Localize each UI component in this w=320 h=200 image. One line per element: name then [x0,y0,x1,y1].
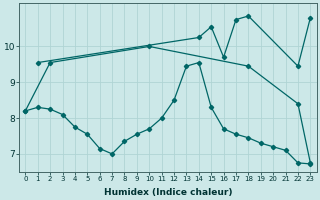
X-axis label: Humidex (Indice chaleur): Humidex (Indice chaleur) [104,188,232,197]
